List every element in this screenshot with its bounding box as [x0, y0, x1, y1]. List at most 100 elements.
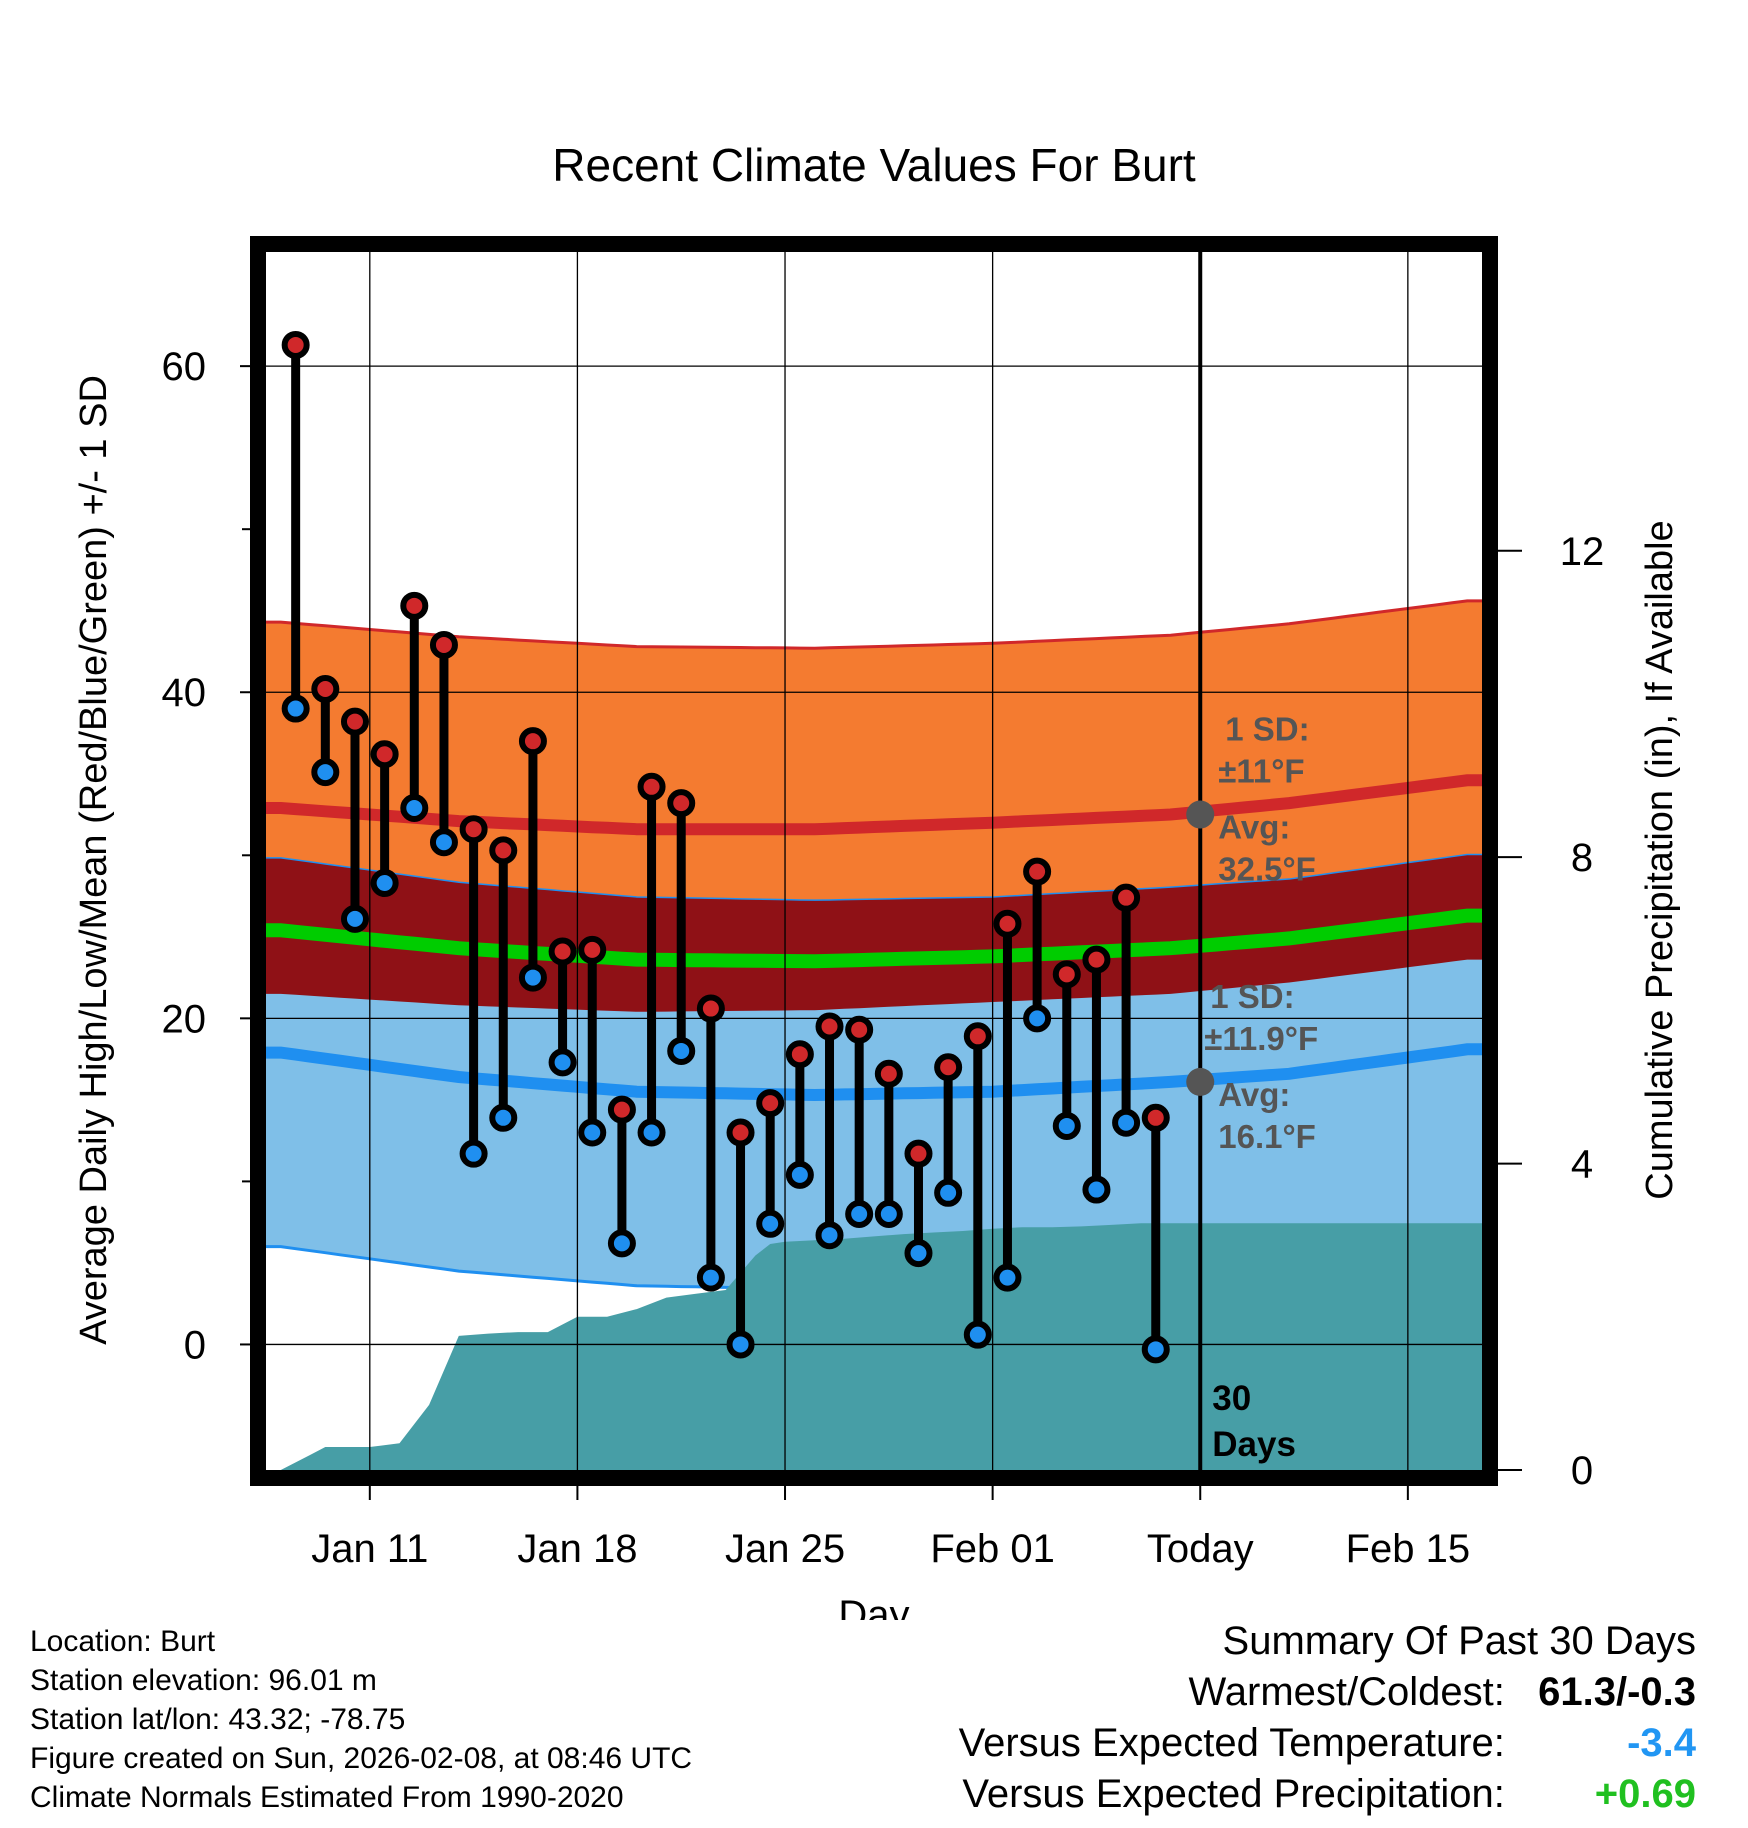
summary-title: Summary Of Past 30 Days — [1222, 1619, 1696, 1663]
high-point — [696, 994, 725, 1023]
elevation-text: Station elevation: 96.01 m — [30, 1664, 377, 1697]
created-text: Figure created on Sun, 2026-02-08, at 08… — [30, 1742, 693, 1775]
low-sd-value: ±11.9°F — [1204, 1020, 1318, 1057]
warmest-row: Warmest/Coldest: 61.3/-0.3 — [959, 1667, 1697, 1718]
low-point — [845, 1200, 874, 1229]
x-tick-label: Feb 15 — [1346, 1527, 1471, 1571]
y2-axis-label: Cumulative Precipitation (in), If Availa… — [1639, 520, 1681, 1199]
window-unit: Days — [1212, 1425, 1296, 1464]
warmest-value: 61.3/-0.3 — [1538, 1670, 1696, 1714]
low-point — [548, 1048, 577, 1077]
high-avg-value: 32.5°F — [1218, 851, 1316, 888]
latlon-text: Station lat/lon: 43.32; -78.75 — [30, 1703, 406, 1736]
high-point — [429, 630, 458, 659]
low-point — [785, 1160, 814, 1189]
precip-value: +0.69 — [1594, 1772, 1696, 1816]
y-axis-label: Average Daily High/Low/Mean (Red/Blue/Gr… — [73, 375, 115, 1345]
low-point — [993, 1263, 1022, 1292]
high-point — [934, 1053, 963, 1082]
low-point — [934, 1178, 963, 1207]
y-tick-label: 40 — [162, 671, 207, 715]
low-point — [370, 869, 399, 898]
x-tick-label: Today — [1147, 1527, 1254, 1571]
high-point — [993, 909, 1022, 938]
normals-text: Climate Normals Estimated From 1990-2020 — [30, 1781, 624, 1814]
low-point — [1112, 1108, 1141, 1137]
high-normal-marker — [1186, 800, 1215, 829]
high-point — [756, 1089, 785, 1118]
high-point — [548, 937, 577, 966]
high-point — [1082, 945, 1111, 974]
low-normal-marker — [1186, 1067, 1215, 1096]
high-point — [1023, 857, 1052, 886]
low-avg-value: 16.1°F — [1218, 1118, 1316, 1155]
low-point — [400, 794, 429, 823]
overlap-band — [266, 855, 1482, 1012]
plot-area: 1 SD: ±11°F Avg: 32.5°F 1 SD: ±11.9°F Avg: 16.1… — [162, 236, 1605, 1571]
high-point — [963, 1022, 992, 1051]
high-point — [281, 330, 310, 359]
temp-row: Versus Expected Temperature: -3.4 — [959, 1718, 1696, 1769]
low-point — [281, 694, 310, 723]
low-point — [1023, 1004, 1052, 1033]
high-point — [1141, 1103, 1170, 1132]
temp-value: -3.4 — [1627, 1721, 1696, 1765]
high-point — [667, 789, 696, 818]
low-point — [311, 758, 340, 787]
y2-tick-label: 0 — [1571, 1449, 1593, 1493]
low-point — [607, 1229, 636, 1258]
high-point — [578, 935, 607, 964]
low-point — [489, 1103, 518, 1132]
low-point — [578, 1118, 607, 1147]
high-point — [874, 1059, 903, 1088]
y-tick-label: 20 — [162, 997, 207, 1041]
high-point — [340, 707, 369, 736]
low-point — [667, 1036, 696, 1065]
low-point — [1052, 1111, 1081, 1140]
high-point — [815, 1012, 844, 1041]
low-point — [756, 1209, 785, 1238]
low-point — [637, 1118, 666, 1147]
y-tick-label: 0 — [184, 1323, 206, 1367]
high-point — [1112, 883, 1141, 912]
warmest-label: Warmest/Coldest: — [1188, 1670, 1505, 1714]
x-tick-label: Feb 01 — [930, 1527, 1055, 1571]
chart-title: Recent Climate Values For Burt — [552, 139, 1196, 191]
high-point — [726, 1118, 755, 1147]
low-point — [696, 1263, 725, 1292]
y2-tick-label: 8 — [1571, 836, 1593, 880]
low-point — [340, 904, 369, 933]
y-tick-label: 60 — [162, 345, 207, 389]
high-sd-label: 1 SD: — [1225, 711, 1309, 748]
location-text: Location: Burt — [30, 1625, 216, 1658]
high-point — [518, 727, 547, 756]
y2-tick-label: 4 — [1571, 1143, 1593, 1187]
x-tick-label: Jan 25 — [725, 1527, 845, 1571]
low-point — [904, 1239, 933, 1268]
high-sd-value: ±11°F — [1218, 753, 1304, 790]
summary-panel: Summary Of Past 30 Days Warmest/Coldest:… — [959, 1616, 1696, 1820]
low-point — [1141, 1335, 1170, 1364]
low-point — [518, 963, 547, 992]
temp-label: Versus Expected Temperature: — [958, 1721, 1505, 1765]
high-point — [1052, 960, 1081, 989]
window-number: 30 — [1212, 1379, 1251, 1418]
low-point — [874, 1200, 903, 1229]
high-point — [904, 1139, 933, 1168]
x-axis-label: Day — [838, 1593, 909, 1620]
high-point — [845, 1015, 874, 1044]
climate-chart: Recent Climate Values For Burt 1 SD: ±11°… — [73, 139, 1681, 1620]
mean-average-line — [266, 908, 1482, 969]
high-point — [785, 1040, 814, 1069]
x-tick-label: Jan 18 — [517, 1527, 637, 1571]
low-sd-label: 1 SD: — [1210, 978, 1294, 1015]
high-point — [400, 591, 429, 620]
low-point — [429, 828, 458, 857]
low-point — [815, 1221, 844, 1250]
station-info: Location: Burt Station elevation: 96.01 … — [30, 1622, 692, 1817]
y2-tick-label: 12 — [1560, 530, 1605, 574]
high-point — [489, 836, 518, 865]
x-tick-label: Jan 11 — [311, 1527, 428, 1571]
low-point — [1082, 1175, 1111, 1204]
precipitation-area — [266, 1223, 1482, 1470]
